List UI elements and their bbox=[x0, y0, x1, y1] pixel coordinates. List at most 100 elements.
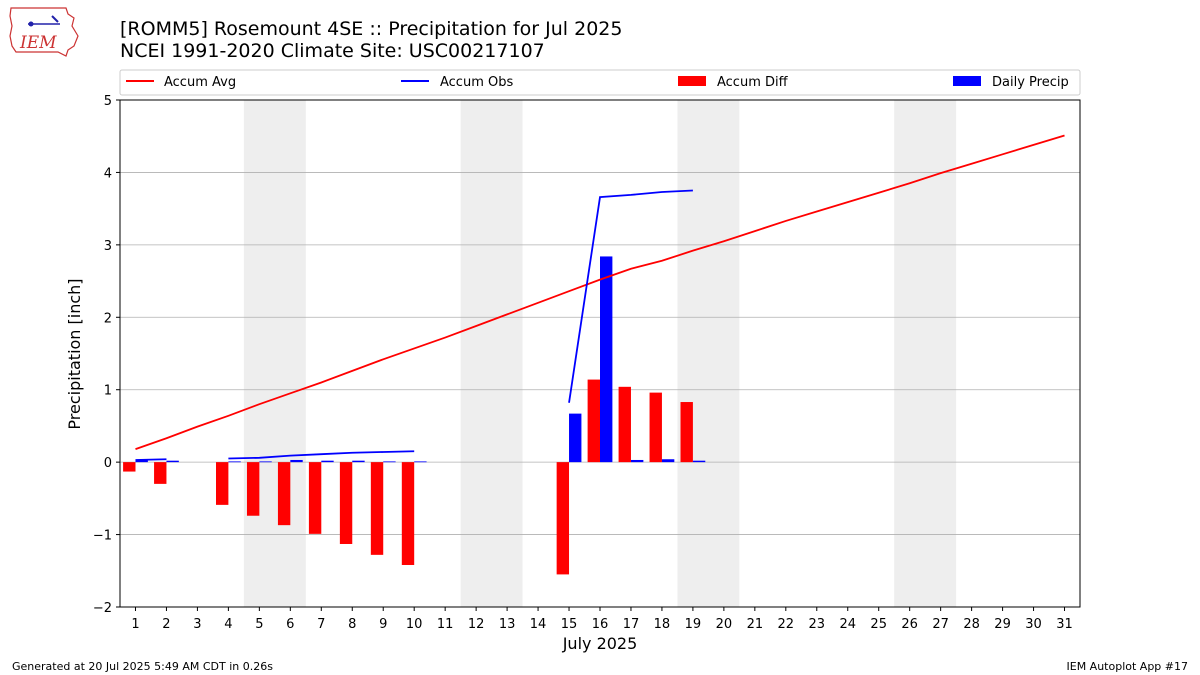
daily-precip-bar bbox=[321, 460, 334, 463]
daily-precip-bar bbox=[661, 459, 675, 463]
chart-title: [ROMM5] Rosemount 4SE :: Precipitation f… bbox=[120, 18, 622, 40]
x-axis-ticks: 1 2 3 4 5 6 7 8 9 10 11 12 13 14 15 16 17 18 19 20 21 22 23 24 2… bbox=[131, 607, 1073, 632]
accum-diff-bar bbox=[649, 392, 662, 463]
x-tick-label: 29 bbox=[994, 617, 1011, 632]
legend-accum-diff-label: Accum Diff bbox=[717, 75, 789, 90]
accum-obs-line-segment-2 bbox=[568, 189, 693, 403]
accum-diff-bar bbox=[587, 379, 600, 463]
accum-diff-bar bbox=[680, 402, 693, 463]
footer-app-text: IEM Autoplot App #17 bbox=[1066, 660, 1189, 673]
x-tick-label: 4 bbox=[224, 617, 232, 632]
series-lines bbox=[135, 134, 1065, 461]
weekend-band-0 bbox=[243, 100, 306, 607]
accum-avg-line bbox=[135, 134, 1065, 450]
x-tick-label: 20 bbox=[716, 617, 733, 632]
y-tick-label: 0 bbox=[104, 456, 112, 471]
accum-obs-line-segment-0 bbox=[135, 458, 167, 461]
accum-diff-bar bbox=[401, 462, 415, 565]
chart-subtitle: NCEI 1991-2020 Climate Site: USC00217107 bbox=[120, 40, 545, 62]
legend-accum-avg-label: Accum Avg bbox=[164, 75, 236, 90]
y-tick-label: −2 bbox=[93, 601, 112, 616]
x-axis-label: July 2025 bbox=[562, 634, 638, 653]
x-tick-label: 11 bbox=[437, 617, 454, 632]
x-tick-label: 18 bbox=[654, 617, 671, 632]
weekend-bands bbox=[243, 100, 957, 607]
x-tick-label: 23 bbox=[809, 617, 826, 632]
weekend-band-3 bbox=[894, 100, 957, 607]
legend-daily-precip-label: Daily Precip bbox=[992, 75, 1069, 90]
logo-text: IEM bbox=[19, 33, 57, 53]
y-tick-label: 3 bbox=[104, 239, 112, 254]
x-tick-label: 1 bbox=[131, 617, 139, 632]
iem-logo: IEM bbox=[9, 7, 79, 57]
x-tick-label: 14 bbox=[530, 617, 547, 632]
accum-diff-bar bbox=[123, 462, 136, 472]
daily-precip-bar bbox=[414, 461, 427, 463]
x-tick-label: 31 bbox=[1056, 617, 1073, 632]
logo-vane-icon bbox=[51, 15, 59, 23]
bars bbox=[123, 256, 706, 575]
iowa-outline-icon bbox=[9, 7, 79, 57]
x-tick-label: 25 bbox=[870, 617, 887, 632]
y-tick-label: 5 bbox=[104, 94, 112, 109]
x-tick-label: 24 bbox=[839, 617, 856, 632]
daily-precip-bar bbox=[352, 460, 365, 463]
accum-diff-bar bbox=[277, 462, 291, 526]
legend-accum-obs-label: Accum Obs bbox=[440, 75, 513, 90]
logo-dot-icon bbox=[28, 21, 34, 27]
x-tick-label: 6 bbox=[286, 617, 294, 632]
x-tick-label: 22 bbox=[778, 617, 795, 632]
x-tick-label: 26 bbox=[901, 617, 918, 632]
weekend-band-1 bbox=[460, 100, 523, 607]
daily-precip-bar bbox=[569, 413, 582, 463]
y-tick-label: 1 bbox=[104, 384, 112, 399]
y-tick-label: −1 bbox=[93, 529, 112, 544]
x-tick-label: 5 bbox=[255, 617, 263, 632]
daily-precip-bar bbox=[383, 461, 396, 463]
x-tick-label: 2 bbox=[162, 617, 170, 632]
accum-diff-bar bbox=[216, 462, 229, 505]
x-tick-label: 7 bbox=[317, 617, 325, 632]
x-tick-label: 8 bbox=[348, 617, 356, 632]
accum-obs-line-segment-1 bbox=[228, 450, 415, 460]
y-tick-label: 2 bbox=[104, 311, 112, 326]
accum-diff-bar bbox=[556, 462, 570, 575]
x-tick-label: 12 bbox=[468, 617, 485, 632]
x-tick-label: 21 bbox=[747, 617, 764, 632]
legend-frame bbox=[119, 69, 1081, 96]
daily-precip-bar bbox=[228, 461, 241, 463]
x-tick-label: 13 bbox=[499, 617, 516, 632]
x-tick-label: 27 bbox=[932, 617, 949, 632]
x-tick-label: 10 bbox=[406, 617, 423, 632]
legend-accum-diff-swatch bbox=[678, 76, 706, 86]
daily-precip-bar bbox=[600, 256, 613, 463]
accum-diff-bar bbox=[246, 462, 260, 516]
accum-diff-bar bbox=[308, 462, 322, 534]
x-tick-label: 30 bbox=[1025, 617, 1042, 632]
legend: Accum Avg Accum Obs Accum Diff Daily Pre… bbox=[119, 69, 1081, 96]
x-tick-label: 28 bbox=[963, 617, 980, 632]
y-axis-ticks: −2 −1 0 1 2 3 4 5 bbox=[93, 94, 120, 616]
accum-diff-bar bbox=[154, 462, 167, 484]
footer-generated-text: Generated at 20 Jul 2025 5:49 AM CDT in … bbox=[12, 660, 273, 673]
daily-precip-bar bbox=[290, 459, 303, 463]
x-tick-label: 9 bbox=[379, 617, 387, 632]
y-axis-label: Precipitation [inch] bbox=[65, 278, 84, 429]
x-tick-label: 17 bbox=[623, 617, 640, 632]
accum-diff-bar bbox=[370, 462, 384, 555]
accum-diff-bar bbox=[618, 386, 631, 463]
daily-precip-bar bbox=[692, 460, 706, 463]
x-tick-label: 15 bbox=[561, 617, 578, 632]
daily-precip-bar bbox=[166, 460, 179, 463]
x-tick-label: 16 bbox=[592, 617, 609, 632]
daily-precip-bar bbox=[259, 461, 272, 463]
legend-daily-precip-swatch bbox=[953, 76, 981, 86]
y-tick-label: 4 bbox=[104, 166, 112, 181]
daily-precip-bar bbox=[135, 459, 148, 463]
weekend-band-2 bbox=[677, 100, 740, 607]
daily-precip-bar bbox=[630, 459, 644, 463]
x-tick-label: 19 bbox=[685, 617, 702, 632]
accum-diff-bar bbox=[339, 462, 353, 544]
x-tick-label: 3 bbox=[193, 617, 201, 632]
